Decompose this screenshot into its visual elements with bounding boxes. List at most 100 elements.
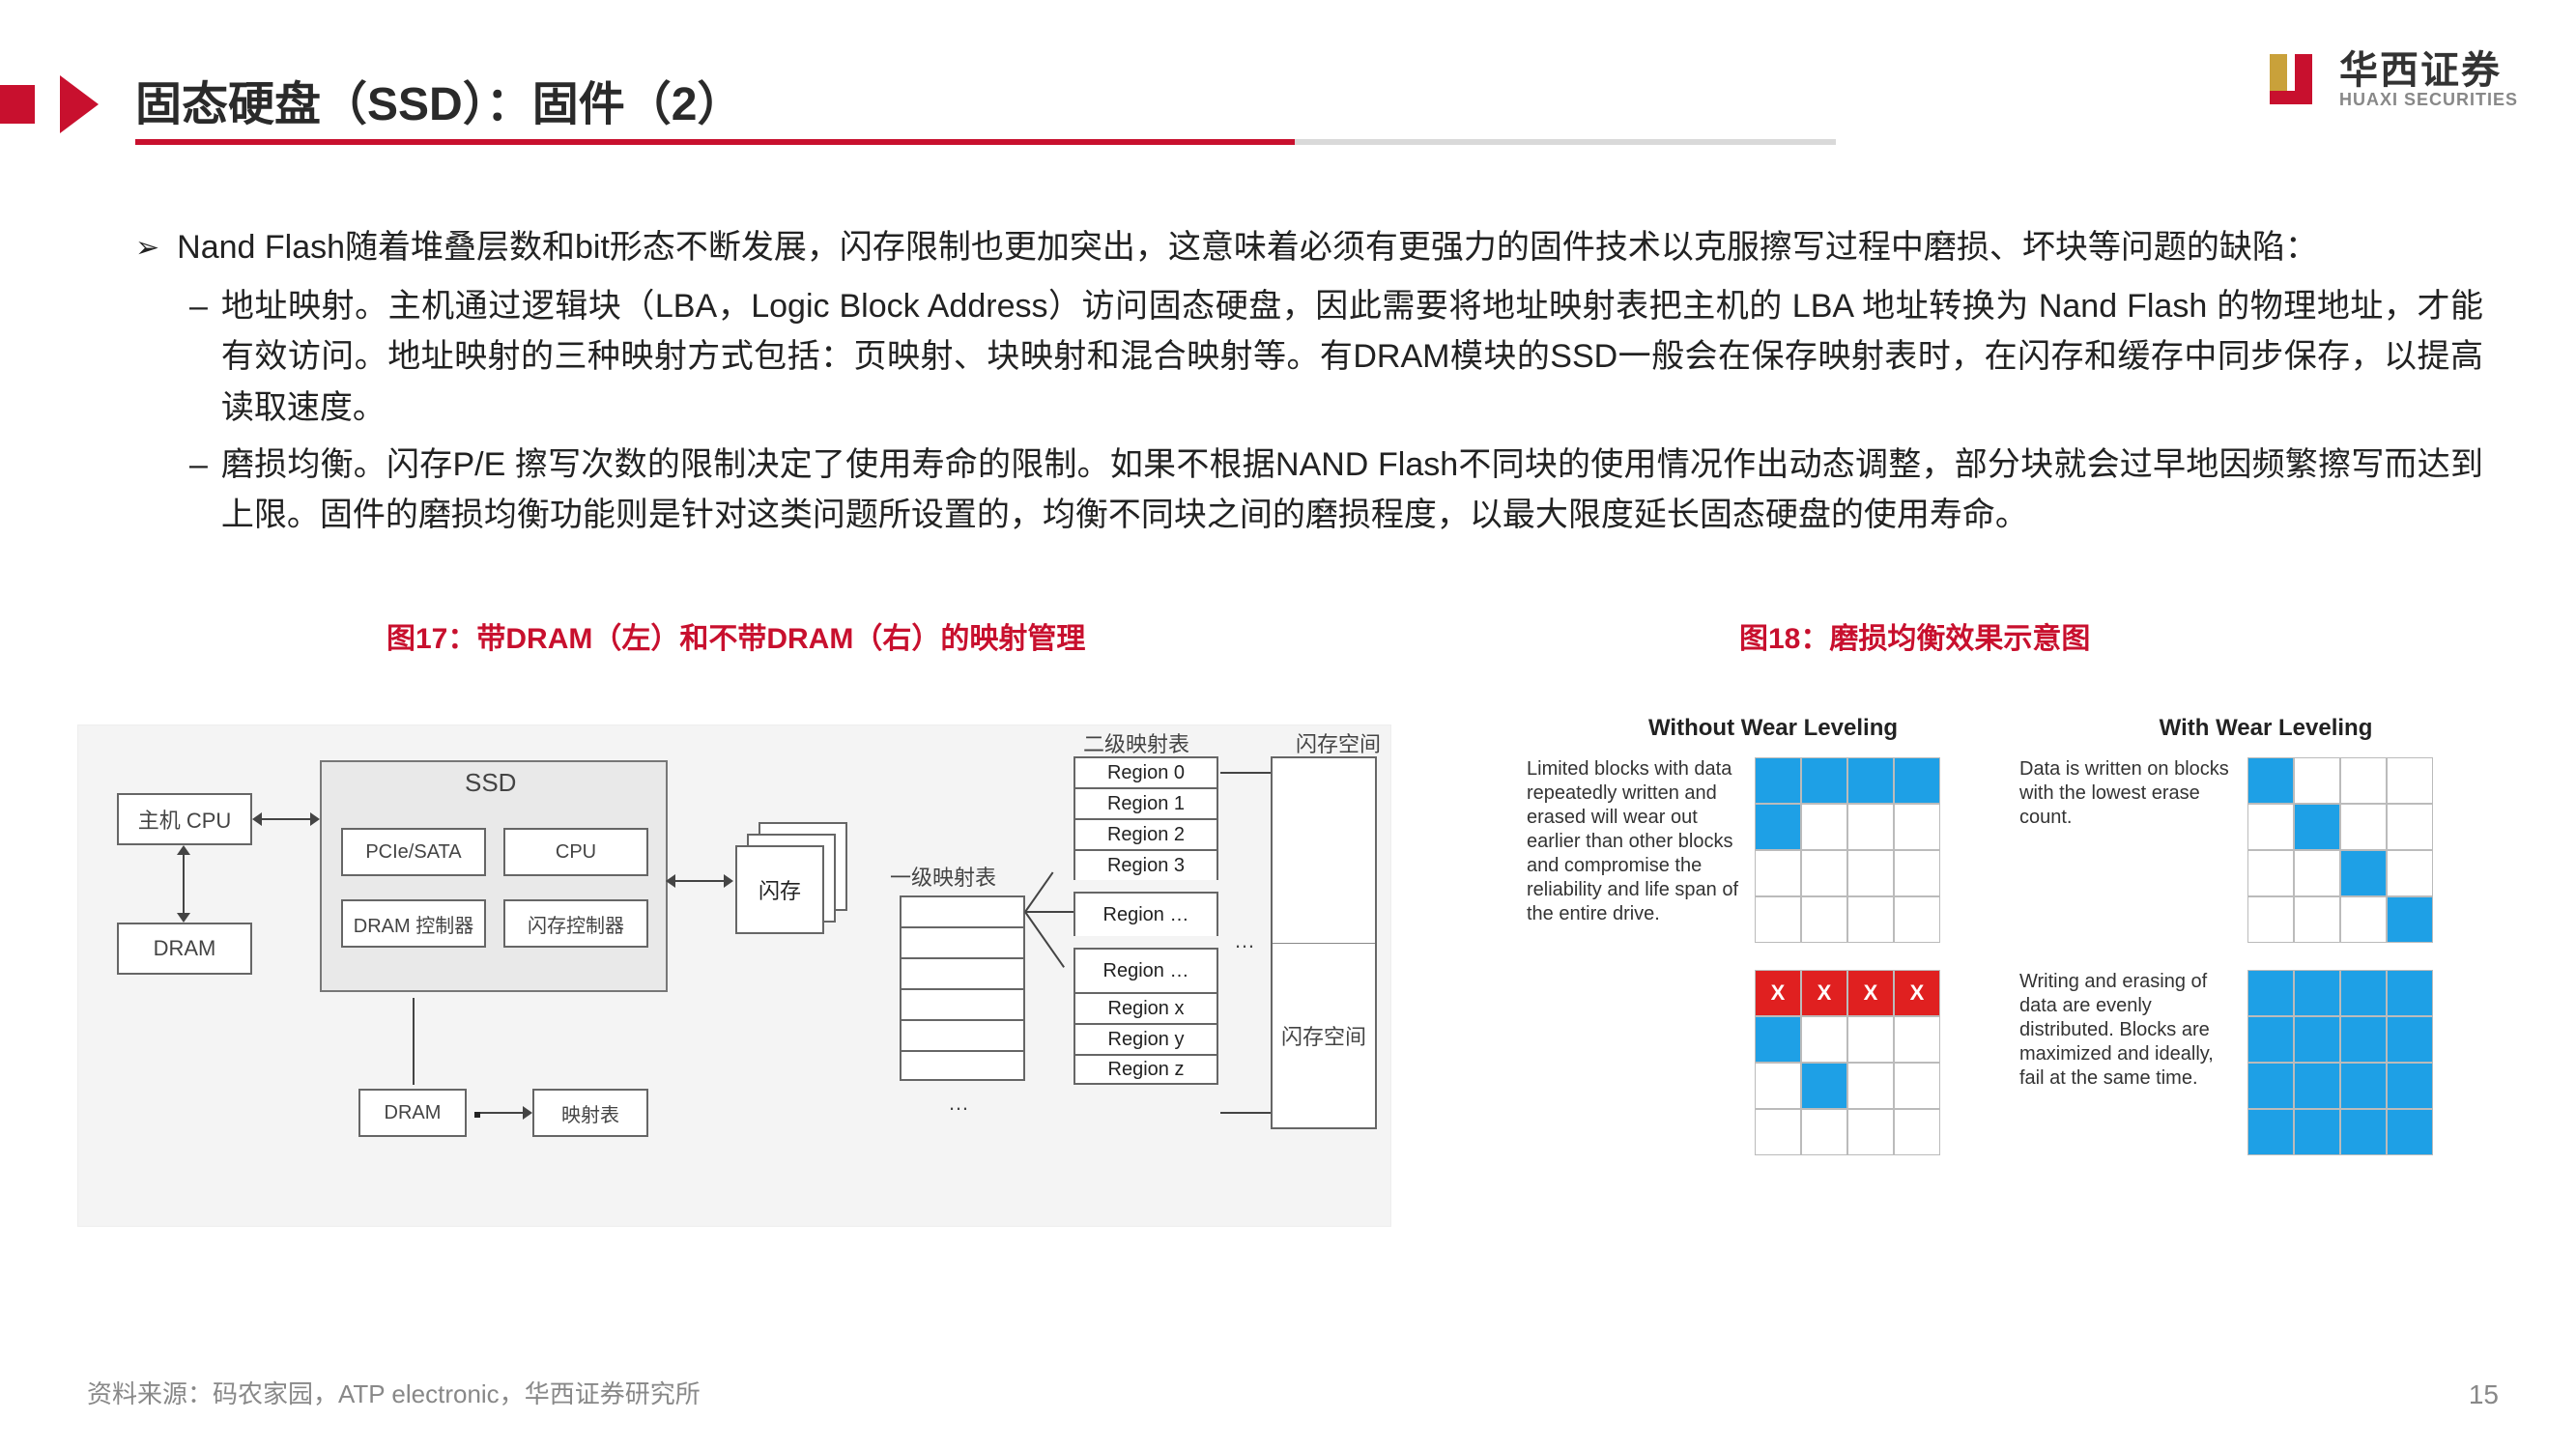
header-chevron-icon <box>60 75 99 133</box>
grid-cell <box>2247 1063 2294 1109</box>
fig18-text-c: Writing and erasing of data are evenly d… <box>2019 970 2232 1091</box>
grid-cell <box>2340 850 2387 896</box>
grid-cell <box>2294 804 2340 850</box>
dash-icon: – <box>189 440 208 541</box>
logo-text: 华西证券 HUAXI SECURITIES <box>2339 50 2518 109</box>
grid-cell <box>1801 1016 1847 1063</box>
fig17-diagram: 主机 CPU DRAM SSD PCIe/SATA CPU DRAM 控制器 闪… <box>77 724 1391 1227</box>
source-footer: 资料来源：码农家园，ATP electronic，华西证券研究所 <box>87 1375 701 1410</box>
page-number: 15 <box>2469 1379 2499 1410</box>
logo-icon <box>2264 48 2326 110</box>
grid-cell <box>2247 757 2294 804</box>
grid-cell <box>2340 757 2387 804</box>
grid-cell: X <box>1801 970 1847 1016</box>
grid-cell <box>1755 896 1801 943</box>
grid-cell <box>1894 757 1940 804</box>
slide: 固态硬盘（SSD）：固件（2） 华西证券 HUAXI SECURITIES ➢ … <box>0 0 2576 1449</box>
grid-cell <box>1847 757 1894 804</box>
region-row: Region 0 <box>1073 756 1218 787</box>
dram-box: DRAM <box>117 923 252 975</box>
lvl1-header: 一级映射表 <box>890 861 996 892</box>
dash-icon: – <box>189 281 208 434</box>
grid-cell <box>2387 850 2433 896</box>
grid-cell <box>1894 896 1940 943</box>
flash-ctrl-box: 闪存控制器 <box>503 899 648 948</box>
logo-en: HUAXI SECURITIES <box>2339 91 2518 109</box>
region-row: Region y <box>1073 1023 1218 1054</box>
subitem-text: 磨损均衡。闪存P/E 擦写次数的限制决定了使用寿命的限制。如果不根据NAND F… <box>221 440 2483 541</box>
region-row: Region … <box>1073 892 1218 936</box>
fig18-title: 图18：磨损均衡效果示意图 <box>1739 614 2090 657</box>
grid-cell <box>1755 850 1801 896</box>
header-left-bar <box>0 85 35 124</box>
grid-cell <box>2294 757 2340 804</box>
lvl2-header: 二级映射表 <box>1083 727 1189 758</box>
map-table-box: 映射表 <box>532 1089 648 1137</box>
fig18-diagram: Without Wear Leveling Limited blocks wit… <box>1527 715 2512 1169</box>
grid-cell <box>2387 1016 2433 1063</box>
grid-cell <box>1801 1063 1847 1109</box>
arrow-icon <box>474 1112 523 1114</box>
title-underline <box>135 139 1836 145</box>
line <box>1024 911 1065 967</box>
grid-cell <box>2247 1109 2294 1155</box>
fig18-text-b: Data is written on blocks with the lowes… <box>2019 757 2232 830</box>
grid-cell <box>1801 1109 1847 1155</box>
grid-cell <box>1847 804 1894 850</box>
grid-cell <box>1801 850 1847 896</box>
flash-space-box: 闪存空间 <box>1271 756 1377 1129</box>
grid-cell <box>2247 970 2294 1016</box>
grid-cell <box>1894 804 1940 850</box>
grid-cell <box>2294 1109 2340 1155</box>
grid-cell <box>2340 970 2387 1016</box>
grid-cell <box>2387 757 2433 804</box>
grid-cell <box>1847 1063 1894 1109</box>
footer-suffix: 华西证券研究所 <box>525 1379 701 1408</box>
line <box>1220 1112 1271 1114</box>
grid-cell <box>1894 1109 1940 1155</box>
wear-grid <box>2247 757 2433 943</box>
grid-cell: X <box>1755 970 1801 1016</box>
page-title: 固态硬盘（SSD）：固件（2） <box>135 66 743 133</box>
fig17-title: 图17：带DRAM（左）和不带DRAM（右）的映射管理 <box>386 614 1085 657</box>
region-row: Region 3 <box>1073 849 1218 880</box>
grid-cell <box>1894 1063 1940 1109</box>
grid-cell <box>1755 1109 1801 1155</box>
ssd-label: SSD <box>465 768 516 798</box>
grid-cell: X <box>1894 970 1940 1016</box>
grid-cell <box>1755 757 1801 804</box>
wear-grid <box>1755 757 1940 943</box>
line <box>413 998 415 1085</box>
arrow-icon <box>183 855 185 913</box>
footer-source: ATP electronic， <box>338 1379 525 1408</box>
grid-cell <box>1801 896 1847 943</box>
grid-cell <box>2340 1016 2387 1063</box>
ellipsis: … <box>948 1091 969 1116</box>
grid-cell <box>2294 896 2340 943</box>
pcie-sata-box: PCIe/SATA <box>341 828 486 876</box>
fig18-without-header: Without Wear Leveling <box>1527 715 2019 742</box>
logo-cn: 华西证券 <box>2339 50 2518 91</box>
host-cpu-box: 主机 CPU <box>117 793 252 845</box>
grid-cell <box>1755 1016 1801 1063</box>
grid-cell <box>1847 896 1894 943</box>
grid-cell <box>2387 896 2433 943</box>
fig18-text-a: Limited blocks with data repeatedly writ… <box>1527 757 1739 926</box>
grid-cell <box>1755 804 1801 850</box>
grid-cell <box>1847 1109 1894 1155</box>
grid-cell <box>1894 850 1940 896</box>
flash-space-header: 闪存空间 <box>1296 727 1381 758</box>
grid-cell <box>1847 850 1894 896</box>
arrow-icon <box>262 818 310 820</box>
grid-cell <box>2247 896 2294 943</box>
fig18-with-header: With Wear Leveling <box>2019 715 2512 742</box>
grid-cell <box>2247 850 2294 896</box>
grid-cell <box>2340 1063 2387 1109</box>
grid-cell <box>2387 804 2433 850</box>
grid-cell <box>1894 1016 1940 1063</box>
line <box>1220 772 1271 774</box>
line <box>1024 871 1053 912</box>
footer-prefix: 资料来源：码农家园， <box>87 1379 338 1408</box>
region-row: Region x <box>1073 992 1218 1023</box>
grid-cell <box>2294 970 2340 1016</box>
